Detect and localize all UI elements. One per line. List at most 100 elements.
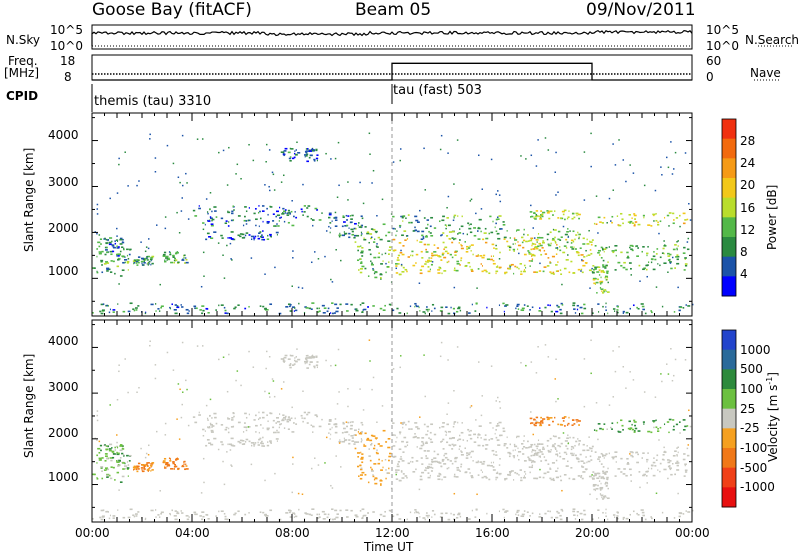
velocity-echo [434,460,438,463]
power-echo [586,243,590,245]
power-echo [237,215,241,217]
power-echo [414,302,417,305]
velocity-echo [576,458,580,460]
power-echo [541,213,544,216]
power-echo [334,219,338,222]
power-echo [429,260,433,262]
power-echo [98,234,101,236]
power-echo [598,311,600,313]
power-echo [531,244,533,247]
velocity-echo [286,419,288,421]
power-echo [653,220,655,222]
velocity-echo [370,470,374,472]
x-tick-label: 08:00 [275,526,310,540]
velocity-echo [291,512,295,515]
velocity-echo [372,474,374,476]
velocity-echo [629,451,633,453]
velocity-echo [202,515,205,518]
power-echo [280,151,283,153]
velocity-echo [623,468,626,470]
velocity-colorbar-label: Velocity [m s-1] [765,372,780,462]
power-echo [92,267,95,269]
power-echo [370,260,372,263]
velocity-echo [665,363,668,365]
power-echo [544,306,547,309]
velocity-echo [351,437,354,439]
power-echo [433,254,436,257]
power-echo [359,181,361,184]
power-echo [554,242,557,244]
velocity-echo [427,472,430,474]
power-echo [229,237,233,239]
velocity-echo [362,515,365,517]
power-echo [574,312,577,314]
velocity-echo [106,468,108,471]
velocity-echo [477,436,479,439]
power-echo [112,246,116,249]
power-echo [465,250,469,253]
power-echo [659,264,661,267]
power-echo [542,241,545,244]
power-echo [629,220,633,223]
power-echo [392,238,396,241]
power-echo [650,311,653,314]
velocity-echo [314,457,316,459]
power-echo [272,173,275,176]
velocity-echo [548,424,551,426]
power-echo [201,138,204,140]
power-echo [464,265,468,267]
velocity-echo [496,424,500,427]
power-echo [446,225,448,227]
velocity-echo [559,455,562,458]
velocity-echo [654,465,657,467]
velocity-echo [176,418,178,420]
velocity-echo [484,434,487,436]
velocity-echo [460,451,463,453]
power-echo [468,312,471,314]
power-echo [255,218,258,221]
power-echo [642,214,645,217]
velocity-echo [494,432,496,435]
power-echo [456,262,460,265]
power-echo [544,253,548,255]
velocity-echo [629,371,631,373]
power-echo [175,251,179,254]
velocity-echo [643,391,646,393]
power-echo [612,308,616,310]
velocity-echo [105,445,108,447]
velocity-echo [626,463,630,465]
velocity-panel [92,339,694,521]
velocity-echo [629,427,633,429]
power-echo [369,253,372,256]
velocity-echo [642,514,645,517]
velocity-echo [538,455,540,458]
power-echo [459,228,461,230]
power-echo [647,245,649,248]
power-echo [599,287,602,289]
velocity-echo [118,489,120,491]
velocity-echo [126,454,129,457]
power-echo [523,228,525,231]
power-echo [373,256,377,259]
velocity-echo [334,431,338,434]
velocity-colorbar-swatch [722,487,736,508]
power-echo [643,267,646,270]
velocity-echo [416,437,420,439]
power-echo [265,161,267,163]
power-echo [505,304,509,306]
velocity-echo [415,468,417,471]
power-echo [360,261,363,263]
power-echo [339,303,342,306]
velocity-echo [412,471,416,473]
velocity-echo [184,468,187,471]
power-echo [453,269,456,272]
velocity-echo [473,441,477,443]
velocity-echo [557,444,560,447]
power-echo [602,271,606,274]
power-echo [116,255,119,257]
velocity-echo [372,447,376,450]
velocity-echo [135,515,138,517]
velocity-echo [477,434,481,436]
power-echo [362,309,365,311]
power-echo [684,219,687,221]
